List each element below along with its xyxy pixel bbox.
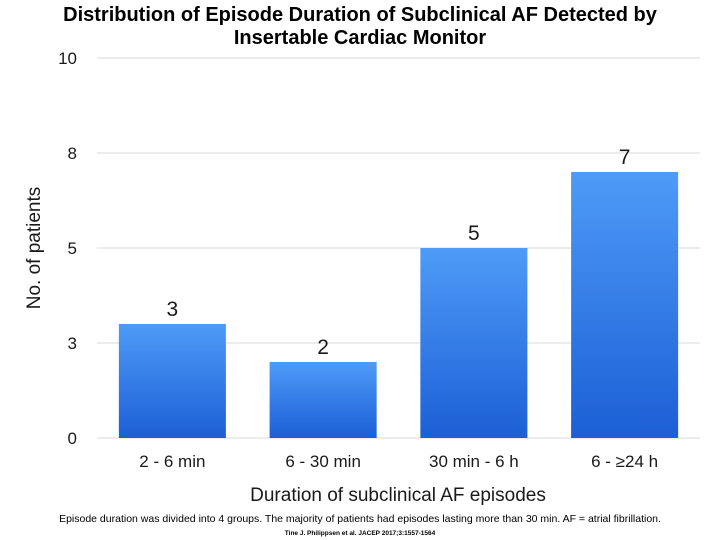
y-tick-label: 5 xyxy=(68,239,77,258)
data-labels: 3 2 5 7 xyxy=(167,146,631,359)
x-axis-ticks: 2 - 6 min 6 - 30 min 30 min - 6 h 6 - ≥24 h xyxy=(139,452,658,471)
y-tick-label: 3 xyxy=(68,334,77,353)
x-tick-label: 30 min - 6 h xyxy=(429,452,519,471)
x-axis-title: Duration of subclinical AF episodes xyxy=(250,485,546,506)
slide-title-line-1: Distribution of Episode Duration of Subc… xyxy=(63,4,657,26)
data-label: 3 xyxy=(167,298,179,321)
x-tick-label: 6 - 30 min xyxy=(285,452,361,471)
y-axis-ticks: 0 3 5 8 10 xyxy=(58,49,77,448)
bar xyxy=(118,324,226,438)
figure-caption: Episode duration was divided into 4 grou… xyxy=(59,513,661,525)
y-tick-label: 8 xyxy=(68,144,77,163)
bar-chart: 0 3 5 8 10 3 2 5 7 2 - 6 min 6 - 30 min 30 min - … xyxy=(24,49,700,506)
slide-title-line-2: Insertable Cardiac Monitor xyxy=(233,27,487,49)
x-tick-label: 6 - ≥24 h xyxy=(591,452,658,471)
y-tick-label: 0 xyxy=(68,429,77,448)
bars xyxy=(118,172,679,438)
slide-title: Distribution of Episode Duration of Subc… xyxy=(0,4,720,50)
citation: Tine J. Philippsen et al. JACEP 2017;3:1… xyxy=(284,530,436,537)
x-tick-label: 2 - 6 min xyxy=(139,452,205,471)
bar xyxy=(571,172,679,438)
bar xyxy=(420,248,528,438)
y-tick-label: 10 xyxy=(58,49,77,68)
bar xyxy=(269,362,377,438)
data-label: 7 xyxy=(619,146,631,169)
data-label: 5 xyxy=(468,222,480,245)
data-label: 2 xyxy=(317,336,329,359)
y-axis-title: No. of patients xyxy=(24,187,45,310)
